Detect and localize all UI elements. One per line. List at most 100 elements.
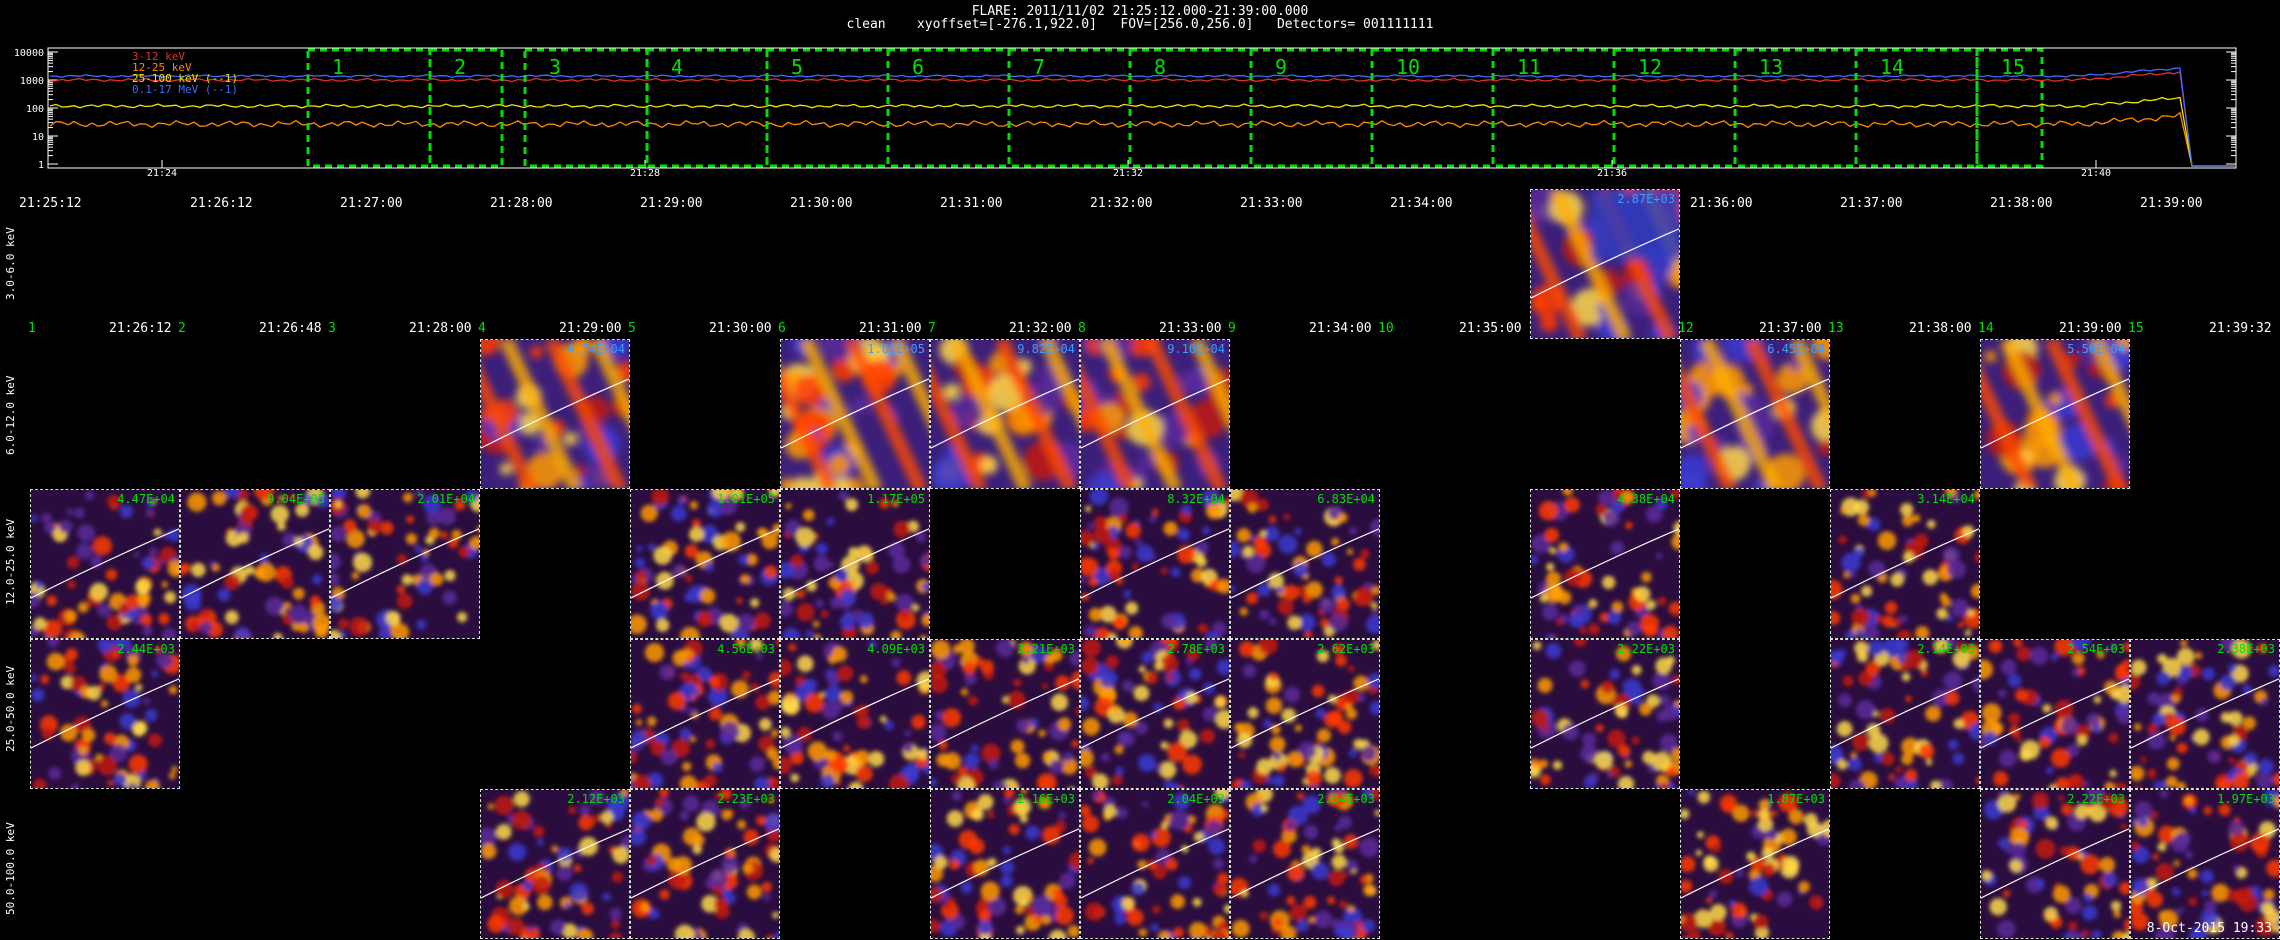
emission-blob <box>1856 699 1876 720</box>
emission-blob <box>1273 840 1291 858</box>
clean-image-tile[interactable]: 1.01E+05 <box>780 339 930 489</box>
emission-blob <box>1626 621 1642 637</box>
lightcurve-panel[interactable]: 10000 1000 100 10 1 21:24 21:28 21:32 21:36 21:40… <box>0 40 2280 180</box>
top-time-label: 21:26:12 <box>190 196 253 211</box>
clean-image-tile[interactable]: 2.78E+03 <box>1080 639 1230 789</box>
clean-image <box>2131 790 2279 938</box>
clean-image-tile[interactable]: 2.16E+03 <box>930 789 1080 939</box>
clean-image-tile[interactable]: 6.45E+04 <box>1680 339 1830 489</box>
interval-time: 21:33:00 <box>1159 321 1222 336</box>
clean-image-tile[interactable]: 4.47E+04 <box>30 489 180 639</box>
emission-blob <box>119 504 134 519</box>
emission-blob <box>1071 740 1079 748</box>
emission-blob <box>1003 797 1011 805</box>
emission-blob <box>2147 692 2161 705</box>
clean-image-tile[interactable]: 8.32E+04 <box>1080 489 1230 639</box>
emission-blob <box>865 561 879 575</box>
emission-blob <box>238 532 250 544</box>
clean-image-tile[interactable]: 4.09E+03 <box>780 639 930 789</box>
emission-blob <box>2204 900 2217 913</box>
emission-blob <box>2131 659 2147 676</box>
emission-blob <box>1136 544 1154 562</box>
emission-blob <box>1712 843 1722 853</box>
clean-image-tile[interactable]: 2.44E+03 <box>30 639 180 789</box>
emission-blob <box>696 812 716 832</box>
emission-blob <box>931 674 948 694</box>
emission-blob <box>646 855 657 866</box>
clean-image-tile[interactable]: 2.22E+03 <box>1530 639 1680 789</box>
clean-image-tile[interactable]: 1.17E+05 <box>780 489 930 639</box>
emission-blob <box>884 720 894 731</box>
emission-blob <box>1973 490 1979 500</box>
emission-blob <box>2131 817 2137 824</box>
emission-blob <box>1812 340 1829 361</box>
emission-blob <box>429 572 444 587</box>
interval-box <box>765 48 890 168</box>
emission-blob <box>2265 908 2279 924</box>
clean-image-tile[interactable]: 4.74E+04 <box>480 339 630 489</box>
emission-blob <box>1372 640 1379 651</box>
clean-image-tile[interactable]: 2.54E+03 <box>1980 639 2130 789</box>
emission-blob <box>1625 521 1633 530</box>
emission-blob <box>1067 925 1079 938</box>
clean-image-tile[interactable]: 3.14E+04 <box>1830 489 1980 639</box>
clean-image-tile[interactable]: 2.14E+03 <box>1830 639 1980 789</box>
clean-image-tile[interactable]: 4.38E+04 <box>1530 489 1680 639</box>
emission-blob <box>1158 761 1177 779</box>
emission-blob <box>289 493 297 502</box>
emission-blob <box>2047 391 2062 406</box>
clean-image-tile[interactable]: 5.50E+04 <box>1980 339 2130 489</box>
clean-image-tile[interactable]: 2.12E+03 <box>480 789 630 939</box>
emission-blob <box>1948 739 1959 750</box>
clean-image-tile[interactable]: 1.01E+05 <box>630 489 780 639</box>
emission-blob <box>125 667 142 683</box>
clean-image-tile[interactable]: 3.21E+03 <box>930 639 1080 789</box>
emission-blob <box>946 810 964 827</box>
emission-blob <box>1220 810 1229 820</box>
emission-blob <box>1359 875 1369 884</box>
clean-image-tile[interactable]: 2.01E+04 <box>330 489 480 639</box>
clean-image-tile[interactable]: 2.04E+03 <box>1230 789 1380 939</box>
top-time-label: 21:39:00 <box>2140 196 2203 211</box>
clean-image-tile[interactable]: 9.10E+04 <box>1080 339 1230 489</box>
emission-ridge <box>949 340 1033 488</box>
interval-time: 21:26:12 <box>109 321 172 336</box>
emission-blob <box>1831 773 1841 788</box>
emission-blob <box>1172 697 1186 710</box>
emission-blob <box>86 685 102 701</box>
emission-blob <box>113 773 127 786</box>
clean-image-tile[interactable]: 2.87E+03 <box>1530 189 1680 339</box>
clean-image-tile[interactable]: 1.87E+03 <box>1680 789 1830 939</box>
clean-image-tile[interactable]: 4.56E+03 <box>630 639 780 789</box>
emission-blob <box>1058 811 1066 820</box>
clean-image-tile[interactable]: 2.38E+03 <box>2130 639 2280 789</box>
emission-blob <box>1253 535 1267 550</box>
clean-image-tile[interactable]: 9.04E+03 <box>180 489 330 639</box>
clean-image-tile[interactable]: 2.62E+03 <box>1230 639 1380 789</box>
emission-blob <box>635 719 643 726</box>
emission-blob <box>1258 640 1278 655</box>
clean-image-tile[interactable]: 1.97E+03 <box>2130 789 2280 939</box>
clean-image-tile[interactable]: 6.83E+04 <box>1230 489 1380 639</box>
emission-blob <box>970 744 979 753</box>
emission-blob <box>1947 560 1966 579</box>
emission-blob <box>705 738 716 749</box>
emission-blob <box>2258 758 2274 775</box>
emission-blob <box>806 580 817 592</box>
emission-blob <box>1539 759 1549 768</box>
solar-limb <box>931 828 1079 899</box>
emission-blob <box>1133 685 1150 702</box>
clean-image <box>1231 640 1379 788</box>
emission-blob <box>1639 702 1653 716</box>
clean-image-tile[interactable]: 2.23E+03 <box>630 789 780 939</box>
emission-blob <box>1997 688 2007 698</box>
emission-blob <box>1331 537 1340 547</box>
interval-number: 8 <box>1154 55 1166 79</box>
emission-blob <box>331 490 346 501</box>
interval-index: 6 <box>778 321 786 336</box>
clean-image-tile[interactable]: 2.04E+03 <box>1080 789 1230 939</box>
clean-image-tile[interactable]: 9.82E+04 <box>930 339 1080 489</box>
emission-blob <box>992 780 1008 788</box>
emission-blob <box>1088 607 1103 622</box>
clean-image-tile[interactable]: 2.22E+03 <box>1980 789 2130 939</box>
